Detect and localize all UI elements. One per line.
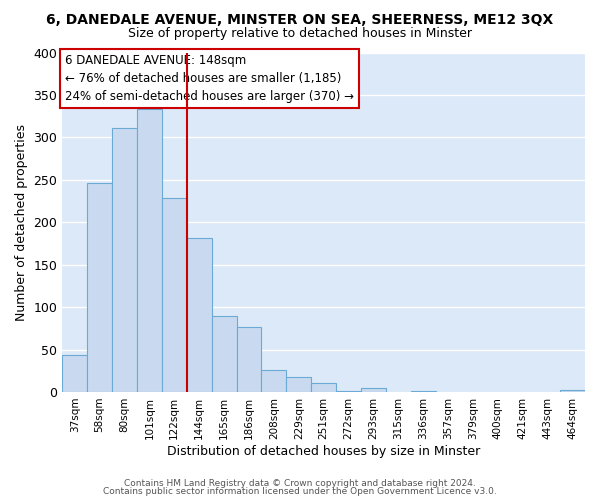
Bar: [236, 328, 262, 392]
Bar: [62, 356, 87, 392]
Bar: [112, 128, 137, 392]
Bar: [87, 183, 112, 392]
Text: Contains HM Land Registry data © Crown copyright and database right 2024.: Contains HM Land Registry data © Crown c…: [124, 478, 476, 488]
Bar: [212, 316, 236, 392]
Bar: [162, 198, 187, 392]
Bar: [137, 108, 162, 392]
Bar: [187, 238, 212, 392]
Bar: [336, 391, 361, 392]
Bar: [286, 376, 311, 392]
X-axis label: Distribution of detached houses by size in Minster: Distribution of detached houses by size …: [167, 444, 480, 458]
Bar: [411, 391, 436, 392]
Text: Contains public sector information licensed under the Open Government Licence v3: Contains public sector information licen…: [103, 487, 497, 496]
Text: 6 DANEDALE AVENUE: 148sqm
← 76% of detached houses are smaller (1,185)
24% of se: 6 DANEDALE AVENUE: 148sqm ← 76% of detac…: [65, 54, 354, 103]
Bar: [262, 370, 286, 392]
Text: 6, DANEDALE AVENUE, MINSTER ON SEA, SHEERNESS, ME12 3QX: 6, DANEDALE AVENUE, MINSTER ON SEA, SHEE…: [46, 12, 554, 26]
Bar: [361, 388, 386, 392]
Bar: [311, 384, 336, 392]
Text: Size of property relative to detached houses in Minster: Size of property relative to detached ho…: [128, 28, 472, 40]
Y-axis label: Number of detached properties: Number of detached properties: [15, 124, 28, 320]
Bar: [560, 390, 585, 392]
